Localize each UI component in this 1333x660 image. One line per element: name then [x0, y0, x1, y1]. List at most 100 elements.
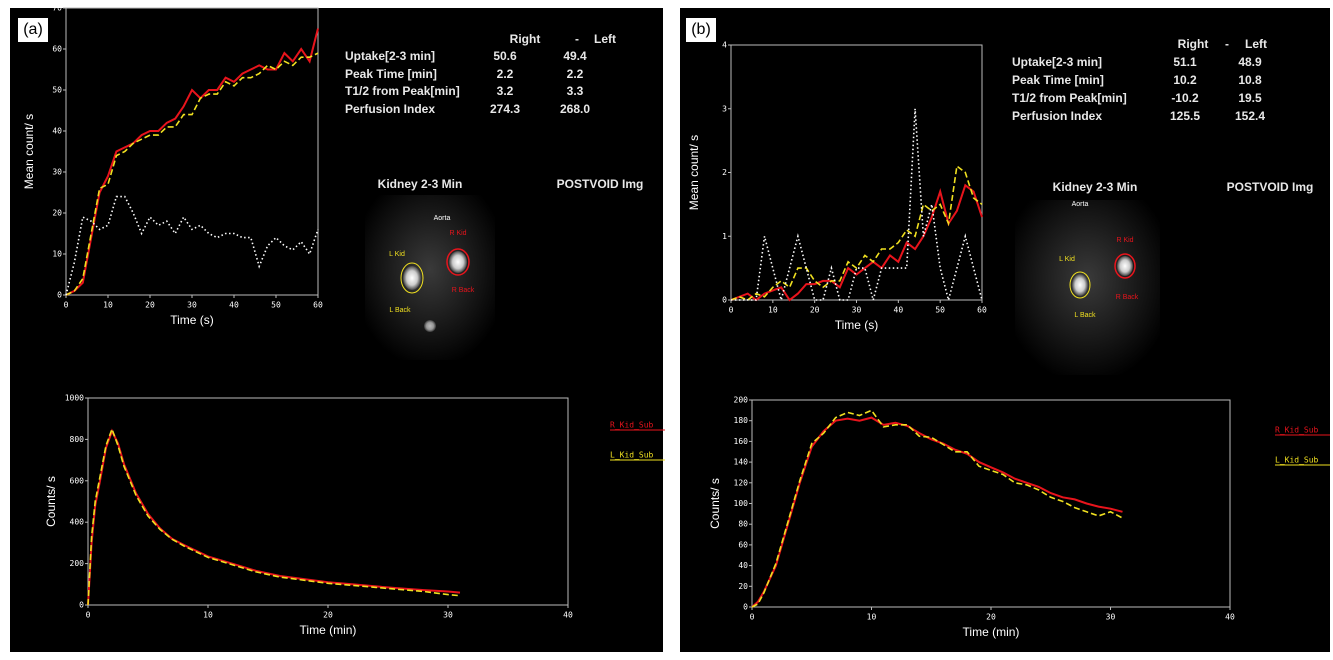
table-header: Left — [594, 32, 616, 46]
y-tick-label: 0 — [722, 296, 727, 305]
y-tick-label: 180 — [734, 416, 749, 425]
panel-label: (b) — [691, 21, 711, 38]
bladder-blob — [424, 320, 436, 332]
table-cell: 268.0 — [560, 102, 590, 116]
table-cell: 3.2 — [497, 84, 514, 98]
y-tick-label: 10 — [52, 250, 62, 259]
image-title: Kidney 2-3 Min — [1053, 180, 1138, 194]
roi-label: R Kid — [1116, 237, 1133, 244]
table-header: Right — [510, 32, 541, 46]
y-tick-label: 400 — [70, 518, 85, 527]
table-row-label: T1/2 from Peak[min] — [1012, 91, 1127, 105]
y-tick-label: 40 — [738, 561, 748, 570]
y-tick-label: 20 — [738, 582, 748, 591]
table-row-label: T1/2 from Peak[min] — [345, 84, 460, 98]
legend-label: L_Kid_Sub — [1275, 456, 1319, 465]
x-tick-label: 40 — [1225, 613, 1235, 622]
x-tick-label: 10 — [867, 613, 877, 622]
table-cell: -10.2 — [1171, 91, 1199, 105]
y-tick-label: 2 — [722, 168, 727, 177]
y-tick-label: 200 — [70, 559, 85, 568]
table-cell: 125.5 — [1170, 109, 1200, 123]
table-row-label: Peak Time [min] — [1012, 73, 1104, 87]
x-tick-label: 20 — [986, 613, 996, 622]
x-tick-label: 60 — [313, 301, 323, 310]
y-tick-label: 4 — [722, 41, 727, 50]
y-tick-label: 120 — [734, 478, 749, 487]
x-tick-label: 30 — [443, 611, 453, 620]
roi-label: L Kid — [389, 251, 405, 258]
roi-label: L Back — [389, 307, 411, 314]
x-tick-label: 0 — [64, 301, 69, 310]
table-cell: 3.3 — [567, 84, 584, 98]
y-tick-label: 60 — [52, 45, 62, 54]
y-tick-label: 600 — [70, 476, 85, 485]
y-tick-label: 200 — [734, 396, 749, 405]
x-tick-label: 50 — [935, 306, 945, 315]
y-tick-label: 800 — [70, 435, 85, 444]
y-tick-label: 100 — [734, 499, 749, 508]
y-tick-label: 40 — [52, 127, 62, 136]
y-tick-label: 50 — [52, 86, 62, 95]
table-row-label: Peak Time [min] — [345, 67, 437, 81]
y-tick-label: 0 — [57, 291, 62, 300]
y-axis-title: Mean count/ s — [687, 135, 701, 210]
y-tick-label: 0 — [743, 603, 748, 612]
table-header: - — [575, 32, 579, 46]
x-tick-label: 50 — [271, 301, 281, 310]
x-tick-label: 10 — [203, 611, 213, 620]
table-row-label: Perfusion Index — [1012, 109, 1102, 123]
table-cell: 49.4 — [563, 49, 587, 63]
x-axis-title: Time (s) — [835, 318, 879, 332]
y-axis-title: Mean count/ s — [22, 114, 36, 189]
panel-label: (a) — [23, 21, 43, 38]
legend-label: L_Kid_Sub — [610, 451, 654, 460]
y-axis-title: Counts/ s — [708, 478, 722, 529]
roi-label: Aorta — [1072, 201, 1089, 208]
table-cell: 10.8 — [1238, 73, 1262, 87]
x-tick-label: 0 — [750, 613, 755, 622]
table-row-label: Uptake[2-3 min] — [1012, 55, 1102, 69]
kidney-blob — [1117, 256, 1133, 276]
table-cell: 10.2 — [1173, 73, 1197, 87]
x-axis-title: Time (min) — [963, 625, 1020, 639]
x-tick-label: 40 — [229, 301, 239, 310]
x-tick-label: 60 — [977, 306, 987, 315]
x-tick-label: 40 — [894, 306, 904, 315]
table-header: Left — [1245, 37, 1267, 51]
kidney-blob — [449, 251, 467, 273]
y-tick-label: 80 — [738, 520, 748, 529]
table-cell: 51.1 — [1173, 55, 1197, 69]
x-tick-label: 10 — [103, 301, 113, 310]
x-tick-label: 20 — [810, 306, 820, 315]
y-axis-title: Counts/ s — [44, 476, 58, 527]
x-axis-title: Time (s) — [170, 313, 214, 327]
image-title: POSTVOID Img — [557, 177, 644, 191]
image-title: Kidney 2-3 Min — [378, 177, 463, 191]
table-cell: 274.3 — [490, 102, 520, 116]
x-tick-label: 20 — [145, 301, 155, 310]
roi-label: R Back — [1116, 294, 1139, 301]
figure: 0102030405060700102030405060Time (s)Mean… — [0, 0, 1333, 660]
y-tick-label: 0 — [79, 601, 84, 610]
roi-label: R Back — [452, 287, 475, 294]
table-row-label: Perfusion Index — [345, 102, 435, 116]
y-tick-label: 1000 — [65, 394, 84, 403]
roi-label: R Kid — [449, 230, 466, 237]
kidney-blob — [1072, 274, 1088, 296]
table-cell: 152.4 — [1235, 109, 1265, 123]
roi-label: L Back — [1074, 312, 1096, 319]
x-tick-label: 10 — [768, 306, 778, 315]
table-cell: 50.6 — [493, 49, 517, 63]
table-cell: 48.9 — [1238, 55, 1262, 69]
y-tick-label: 3 — [722, 104, 727, 113]
table-cell: 2.2 — [567, 67, 584, 81]
x-tick-label: 30 — [187, 301, 197, 310]
y-tick-label: 140 — [734, 458, 749, 467]
table-header: - — [1225, 37, 1229, 51]
y-tick-label: 160 — [734, 437, 749, 446]
x-axis-title: Time (min) — [300, 623, 357, 637]
table-cell: 2.2 — [497, 67, 514, 81]
kidney-blob — [403, 266, 421, 290]
y-tick-label: 70 — [52, 4, 62, 13]
